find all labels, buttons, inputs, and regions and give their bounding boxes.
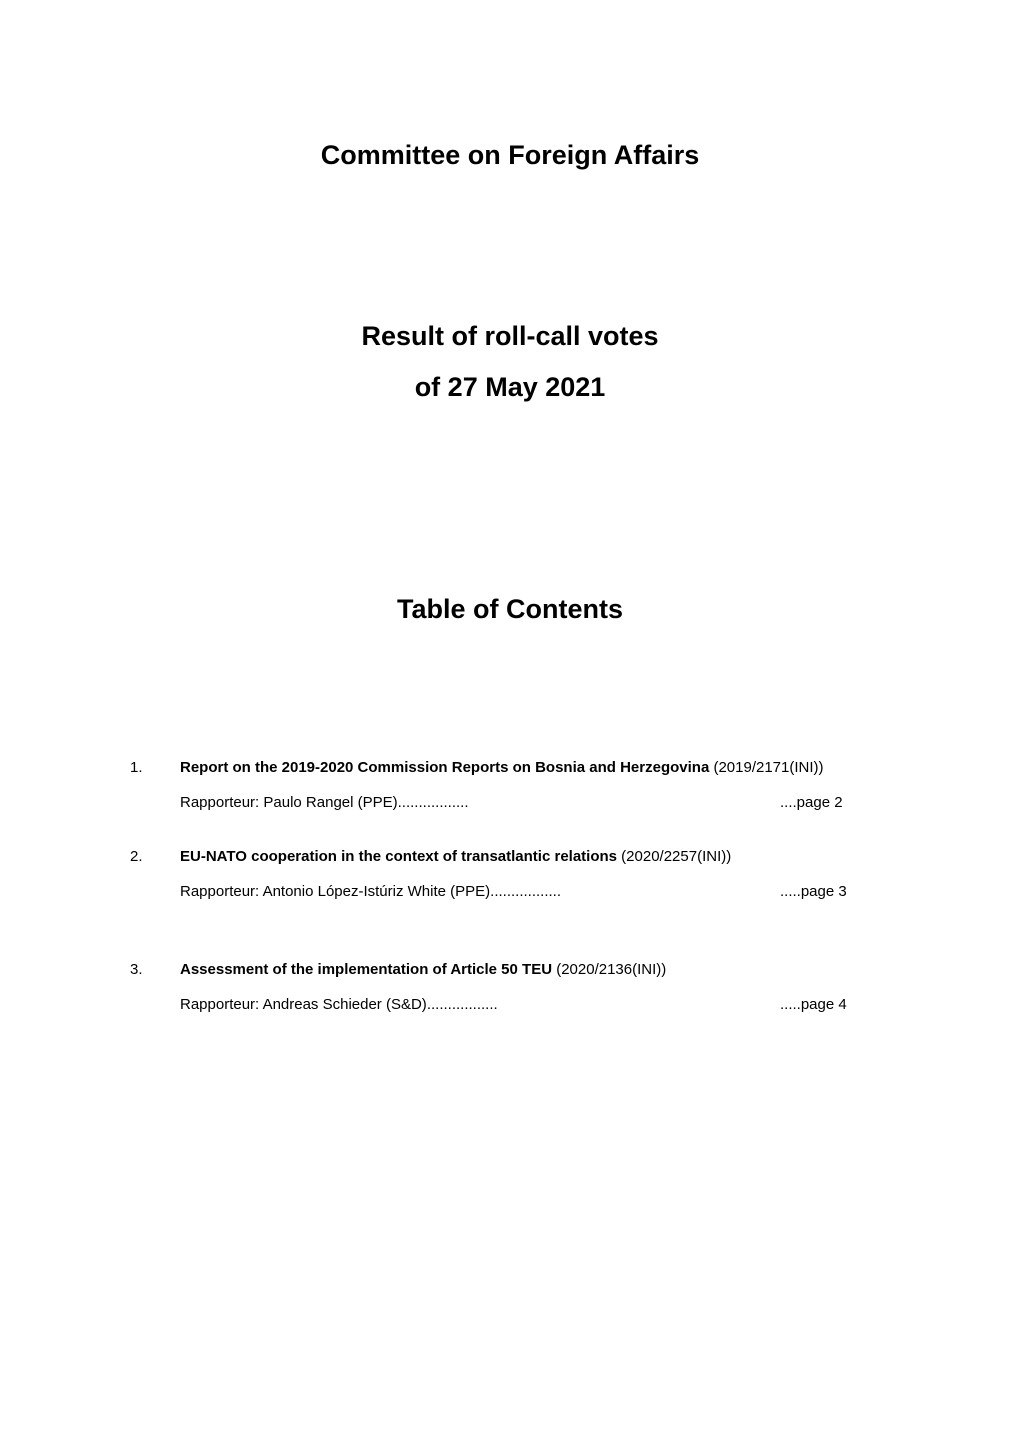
- toc-page-ref: .....page 3: [780, 879, 900, 905]
- toc-list: 1. Report on the 2019-2020 Commission Re…: [120, 755, 900, 1018]
- toc-rapporteur: Rapporteur: Andreas Schieder (S&D)......…: [180, 992, 780, 1018]
- rapporteur-label: Rapporteur:: [180, 996, 263, 1013]
- toc-heading-row: 3. Assessment of the implementation of A…: [130, 957, 900, 983]
- toc-item-number: 3.: [130, 957, 180, 983]
- rapporteur-name: Andreas Schieder (S&D): [263, 996, 427, 1013]
- toc-title: Table of Contents: [120, 594, 900, 625]
- rapporteur-name: Paulo Rangel (PPE): [263, 794, 397, 811]
- subtitle-line-2: of 27 May 2021: [120, 362, 900, 413]
- subtitle-block: Result of roll-call votes of 27 May 2021: [120, 311, 900, 414]
- toc-item-heading: Assessment of the implementation of Arti…: [180, 957, 900, 983]
- toc-item: 3. Assessment of the implementation of A…: [130, 957, 900, 1018]
- toc-rapporteur: Rapporteur: Paulo Rangel (PPE)..........…: [180, 790, 780, 816]
- document-page: Committee on Foreign Affairs Result of r…: [0, 0, 1020, 1442]
- toc-page-ref: ....page 2: [780, 790, 900, 816]
- toc-page-ref: .....page 4: [780, 992, 900, 1018]
- toc-heading-bold: Report on the 2019-2020 Commission Repor…: [180, 759, 709, 776]
- dots: .................: [427, 996, 498, 1013]
- toc-rapporteur-row: Rapporteur: Antonio López-Istúriz White …: [130, 879, 900, 905]
- toc-heading-rest: (2020/2257(INI)): [617, 848, 731, 865]
- toc-heading-bold: EU-NATO cooperation in the context of tr…: [180, 848, 617, 865]
- subtitle-line-1: Result of roll-call votes: [120, 311, 900, 362]
- toc-heading-rest: (2020/2136(INI)): [552, 961, 666, 978]
- toc-item-heading: EU-NATO cooperation in the context of tr…: [180, 844, 900, 870]
- toc-heading-row: 1. Report on the 2019-2020 Commission Re…: [130, 755, 900, 781]
- toc-item: 1. Report on the 2019-2020 Commission Re…: [130, 755, 900, 816]
- toc-item-number: 2.: [130, 844, 180, 870]
- toc-item: 2. EU-NATO cooperation in the context of…: [130, 844, 900, 905]
- toc-rapporteur-row: Rapporteur: Andreas Schieder (S&D)......…: [130, 992, 900, 1018]
- dots: .................: [490, 883, 561, 900]
- toc-rapporteur: Rapporteur: Antonio López-Istúriz White …: [180, 879, 780, 905]
- toc-heading-row: 2. EU-NATO cooperation in the context of…: [130, 844, 900, 870]
- page-title: Committee on Foreign Affairs: [120, 140, 900, 171]
- toc-heading-bold: Assessment of the implementation of Arti…: [180, 961, 552, 978]
- dots: .................: [398, 794, 469, 811]
- toc-item-heading: Report on the 2019-2020 Commission Repor…: [180, 755, 900, 781]
- toc-rapporteur-row: Rapporteur: Paulo Rangel (PPE)..........…: [130, 790, 900, 816]
- toc-item-number: 1.: [130, 755, 180, 781]
- toc-heading-rest: (2019/2171(INI)): [709, 759, 823, 776]
- rapporteur-label: Rapporteur:: [180, 794, 263, 811]
- rapporteur-label: Rapporteur:: [180, 883, 263, 900]
- rapporteur-name: Antonio López-Istúriz White (PPE): [263, 883, 491, 900]
